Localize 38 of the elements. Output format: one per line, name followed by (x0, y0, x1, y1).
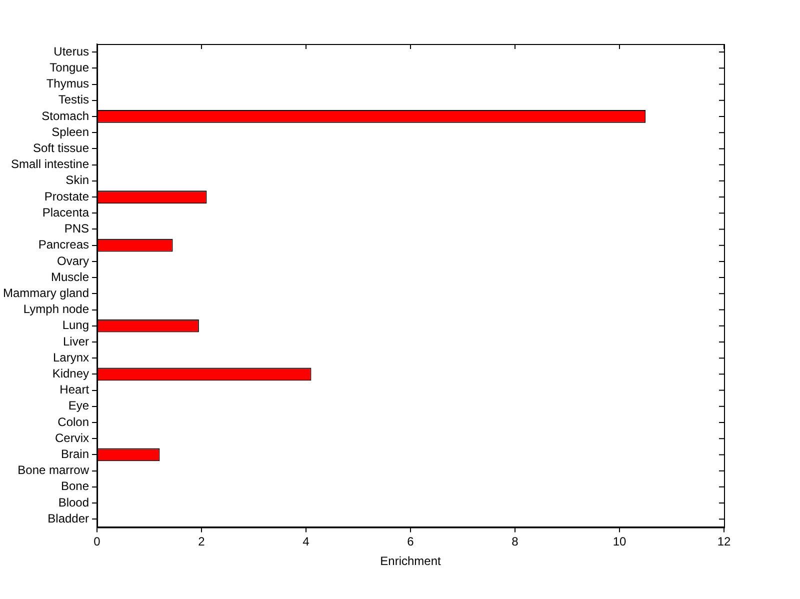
y-tick-label: Heart (60, 382, 90, 397)
x-tick-label: 10 (612, 534, 626, 549)
y-tick-label: Mammary gland (2, 286, 90, 300)
y-tick-label: Kidney (52, 366, 90, 380)
y-tick-label: Testis (58, 92, 90, 107)
y-tick-label: Skin (66, 173, 90, 188)
y-tick-label: PNS (64, 222, 90, 236)
y-tick-label: Cervix (55, 430, 90, 445)
y-tick-label: Bladder (48, 511, 90, 526)
y-tick-label: Soft tissue (32, 141, 90, 156)
y-tick-label: Bone (60, 479, 90, 494)
x-tick-label: 6 (407, 534, 414, 549)
x-axis-title: Enrichment (380, 554, 442, 568)
x-tick-label: 8 (512, 534, 519, 549)
y-tick-label: Uterus (54, 44, 90, 58)
y-tick-label: Prostate (44, 189, 90, 204)
y-tick-label: Lung (62, 318, 90, 332)
y-tick-label: Colon (58, 414, 90, 429)
y-tick-label: Lymph node (23, 302, 90, 316)
y-tick-label: Brain (61, 447, 90, 462)
y-tick-label: Spleen (52, 124, 90, 139)
y-tick-label: Placenta (42, 205, 90, 220)
x-tick-label: 2 (198, 534, 206, 549)
y-tick-label: Larynx (52, 350, 90, 364)
y-tick-label: Stomach (42, 108, 90, 123)
y-tick-label: Bone marrow (18, 463, 90, 478)
y-tick-label: Blood (58, 495, 90, 510)
y-tick-label: Liver (63, 334, 90, 348)
y-tick-label: Tongue (50, 60, 90, 74)
y-tick-label: Thymus (46, 76, 90, 91)
y-tick-label: Small intestine (10, 157, 90, 172)
y-tick-label: Ovary (57, 254, 90, 268)
y-tick-label: Eye (68, 398, 90, 413)
y-tick-label: Muscle (51, 270, 90, 284)
x-tick-label: 4 (302, 534, 310, 549)
x-tick-label: 12 (717, 534, 731, 549)
y-tick-label: Pancreas (38, 238, 90, 252)
x-tick-label: 0 (94, 534, 101, 549)
